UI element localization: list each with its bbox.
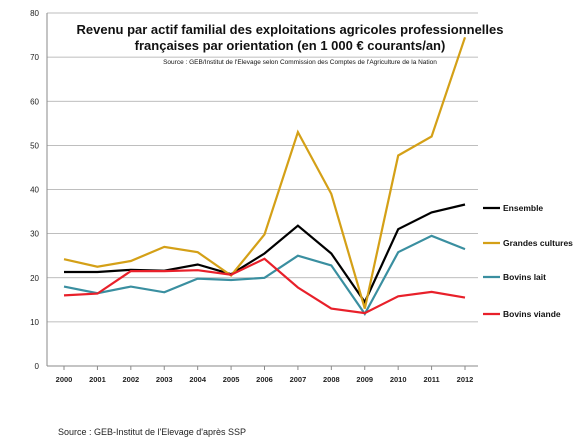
x-tick-label: 2007 [290, 375, 307, 384]
y-tick-label: 0 [35, 362, 40, 371]
x-tick-label: 2001 [89, 375, 106, 384]
x-tick-label: 2005 [223, 375, 240, 384]
source-footer: Source : GEB-Institut de l'Elevage d'apr… [58, 427, 247, 437]
series-line-grandes-cultures [63, 36, 467, 309]
series-lines [63, 36, 467, 317]
legend-label: Grandes cultures [503, 238, 573, 248]
y-tick-label: 80 [30, 9, 39, 18]
x-tick-label: 2011 [423, 375, 439, 384]
x-tick-label: 2010 [390, 375, 407, 384]
x-tick-label: 2008 [323, 375, 340, 384]
y-tick-label: 40 [30, 186, 39, 195]
x-tick-label: 2009 [356, 375, 373, 384]
y-tick-label: 60 [30, 97, 39, 106]
x-tick-label: 2012 [457, 375, 474, 384]
legend-label: Bovins lait [503, 272, 546, 282]
axes: 0 10 20 30 40 50 60 70 80 2000 2001 2002 2003 2004 200… [30, 9, 478, 384]
legend-label: Bovins viande [503, 309, 561, 319]
legend: Ensemble Grandes cultures Bovins lait Bovin… [483, 203, 573, 319]
x-tick-label: 2004 [189, 375, 207, 384]
legend-label: Ensemble [503, 203, 543, 213]
chart-title-line-1: Revenu par actif familial des exploitati… [77, 22, 504, 37]
x-tick-label: 2000 [56, 375, 73, 384]
y-tick-label: 20 [30, 274, 39, 283]
chart-title-line-2: françaises par orientation (en 1 000 € c… [135, 38, 446, 53]
y-tick-label: 50 [30, 141, 39, 150]
y-tick-label: 10 [30, 318, 39, 327]
y-tick-label: 30 [30, 230, 39, 239]
x-tick-label: 2006 [256, 375, 273, 384]
y-tick-label: 70 [30, 53, 39, 62]
series-line-bovins-lait [63, 234, 466, 317]
series-line-bovins-viande [63, 257, 466, 315]
x-tick-label: 2002 [122, 375, 139, 384]
x-tick-label: 2003 [156, 375, 173, 384]
chart-subtitle: Source : GEB/Institut de l'Elevage selon… [163, 59, 437, 66]
series-line-ensemble [64, 203, 466, 305]
